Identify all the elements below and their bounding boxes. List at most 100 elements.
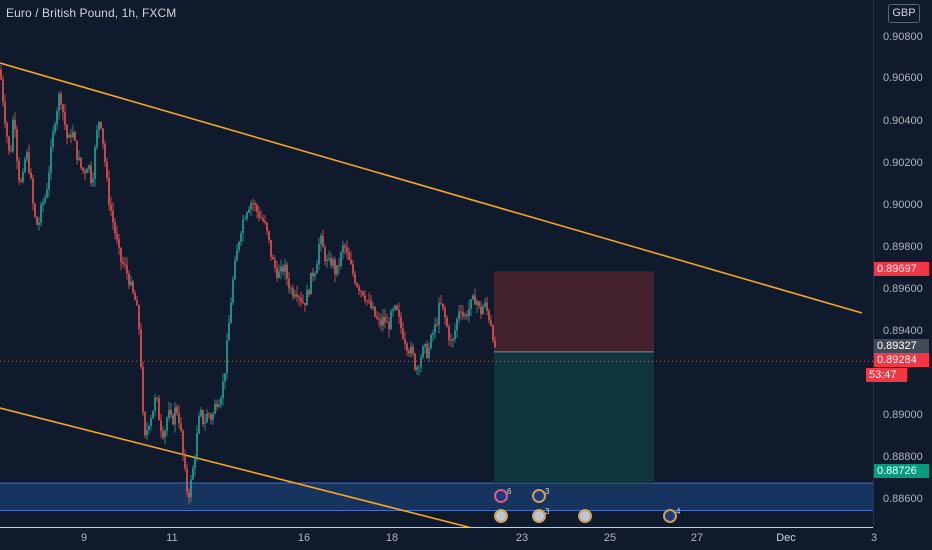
candle-body (148, 425, 150, 430)
candle-body (364, 295, 366, 301)
candle-body (230, 302, 232, 324)
date-tick: Dec (776, 532, 796, 544)
candle-body (210, 414, 212, 420)
candle-body (180, 423, 182, 431)
candle-body (86, 168, 88, 174)
uk-flag-event-icon[interactable] (578, 509, 592, 523)
candle-body (204, 422, 206, 424)
candle-body (152, 410, 154, 419)
bar-countdown-tag: 53:47 (866, 368, 907, 382)
candle-body (288, 278, 290, 289)
candle-body (354, 273, 356, 284)
candle-body (74, 132, 76, 141)
candle-body (44, 197, 46, 203)
candle-body (324, 247, 326, 262)
candle-body (302, 301, 304, 303)
price-tick: 0.88800 (883, 451, 923, 463)
candle-body (70, 134, 72, 138)
candle-body (286, 264, 288, 279)
candle-body (452, 338, 454, 341)
candle-body (396, 305, 398, 310)
candle-body (428, 348, 430, 359)
price-chart[interactable] (0, 0, 873, 528)
candle-body (456, 318, 458, 331)
candle-body (384, 316, 386, 323)
date-tick: 18 (385, 532, 399, 544)
candle-body (264, 220, 266, 223)
candle-body (192, 468, 194, 480)
candle-body (48, 172, 50, 190)
candle-body (386, 322, 388, 323)
candle-body (106, 162, 108, 178)
candle-body (82, 167, 84, 171)
candle-body (300, 297, 302, 302)
candle-body (352, 264, 354, 274)
candle-body (132, 281, 134, 293)
candle-body (178, 413, 180, 424)
candle-body (304, 302, 306, 306)
candle-body (380, 319, 382, 326)
price-tick: 0.90600 (883, 72, 923, 84)
candle-body (76, 140, 78, 160)
candle-body (298, 296, 300, 298)
lower-trendline (0, 407, 473, 528)
candle-body (108, 177, 110, 205)
candle-body (420, 357, 422, 368)
candle-body (494, 340, 496, 347)
candle-body (412, 346, 414, 354)
candle-body (224, 373, 226, 382)
candle-body (206, 413, 208, 423)
candle-body (156, 397, 158, 399)
candle-body (238, 241, 240, 251)
candle-body (340, 252, 342, 266)
candle-body (402, 328, 404, 339)
candle-body (398, 309, 400, 317)
candle-body (222, 381, 224, 399)
candle-body (346, 247, 348, 253)
candle-body (262, 218, 264, 221)
candle-body (276, 267, 278, 278)
candle-body (426, 343, 428, 359)
price-tick: 0.89800 (883, 241, 923, 253)
candle-body (50, 146, 52, 173)
uk-flag-event-icon[interactable] (494, 509, 508, 523)
candle-body (16, 129, 18, 161)
candle-body (478, 301, 480, 307)
candle-body (160, 420, 162, 431)
candle-body (28, 152, 30, 173)
candle-body (194, 457, 196, 469)
candle-body (486, 302, 488, 311)
candle-body (140, 329, 142, 367)
candle-body (436, 324, 438, 326)
candle-body (150, 418, 152, 426)
candle-body (294, 294, 296, 297)
candle-body (184, 454, 186, 469)
take-profit-box (494, 351, 654, 484)
candle-body (240, 233, 242, 242)
candle-body (190, 479, 192, 498)
eu-flag-event-icon[interactable] (663, 509, 677, 523)
candle-body (350, 259, 352, 265)
candle-body (168, 410, 170, 418)
price-tick: 0.90800 (883, 31, 923, 43)
uk-flag-event-icon[interactable] (532, 509, 546, 523)
candle-body (216, 403, 218, 407)
candle-body (328, 258, 330, 260)
date-tick: 9 (80, 532, 88, 544)
candle-body (252, 202, 254, 204)
candle-body (322, 235, 324, 248)
currency-button[interactable]: GBP (888, 4, 920, 23)
candle-body (84, 170, 86, 174)
eu-flag-event-icon[interactable] (494, 489, 508, 503)
eu-flag-event-icon[interactable] (532, 489, 546, 503)
candle-body (202, 410, 204, 424)
candle-body (248, 209, 250, 213)
symbol-title: Euro / British Pound, 1h, FXCM (6, 6, 177, 20)
candle-body (290, 288, 292, 290)
candle-body (254, 203, 256, 206)
candle-body (440, 303, 442, 304)
candle-body (188, 491, 190, 498)
candle-body (332, 259, 334, 266)
candle-body (110, 204, 112, 211)
